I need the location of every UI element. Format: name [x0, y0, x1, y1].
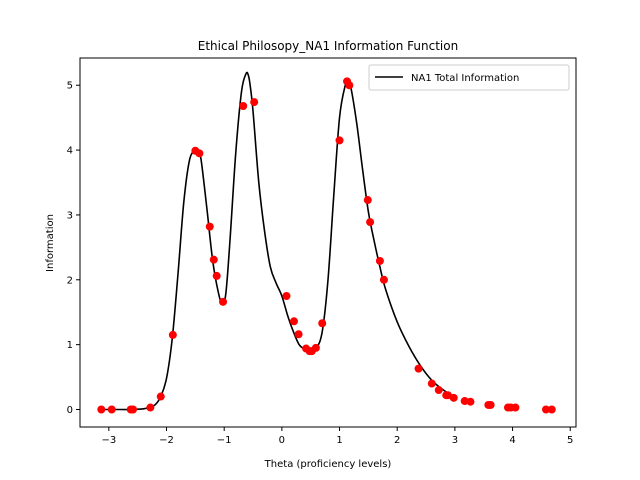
item-point: [318, 319, 327, 328]
item-point: [282, 292, 291, 301]
item-point: [97, 405, 106, 414]
item-point: [486, 400, 495, 409]
x-axis-label: Theta (proficiency levels): [264, 459, 392, 470]
x-tick-label: 4: [509, 435, 515, 446]
item-point: [209, 255, 218, 264]
item-point: [239, 101, 248, 110]
x-axis: −3 −2 −1 0 1 2 3 4 5: [101, 427, 573, 446]
item-point: [375, 256, 384, 265]
item-point: [289, 317, 298, 326]
item-point: [212, 271, 221, 280]
y-axis-label: Information: [45, 214, 56, 272]
x-tick-label: 0: [279, 435, 285, 446]
item-point: [335, 136, 344, 145]
item-point: [542, 405, 551, 414]
item-point: [511, 403, 520, 412]
item-point: [345, 81, 354, 90]
item-point: [195, 149, 204, 158]
x-tick-label: −1: [217, 435, 232, 446]
legend: NA1 Total Information: [368, 64, 570, 91]
item-point: [363, 196, 372, 205]
item-point: [156, 392, 165, 401]
item-point: [460, 397, 469, 406]
item-point: [146, 403, 155, 412]
y-tick-label: 3: [67, 210, 73, 221]
x-tick-label: 5: [567, 435, 573, 446]
item-point: [107, 405, 116, 414]
chart-title: Ethical Philosopy_NA1 Information Functi…: [198, 39, 458, 53]
x-tick-label: 3: [452, 435, 458, 446]
x-tick-label: −2: [159, 435, 174, 446]
x-tick-label: 2: [394, 435, 400, 446]
item-point: [168, 330, 177, 339]
y-tick-label: 1: [67, 340, 73, 351]
item-point: [414, 364, 423, 373]
item-point: [205, 222, 214, 231]
x-tick-label: −3: [101, 435, 116, 446]
item-point: [294, 330, 303, 339]
y-tick-label: 2: [67, 275, 73, 286]
total-information-line: [102, 71, 456, 411]
item-point: [219, 297, 228, 306]
plot-area: [79, 57, 577, 428]
y-axis: 0 1 2 3 4 5: [67, 81, 80, 416]
item-point: [250, 98, 259, 107]
item-point: [449, 393, 458, 402]
item-point: [466, 397, 475, 406]
item-point: [434, 386, 443, 395]
line-layer: [102, 71, 456, 411]
item-point: [311, 343, 320, 352]
scatter-layer: [97, 77, 556, 414]
y-tick-label: 0: [67, 405, 73, 416]
legend-label: NA1 Total Information: [411, 73, 519, 84]
item-point: [547, 405, 556, 414]
item-point: [129, 405, 138, 414]
y-tick-label: 5: [67, 81, 73, 92]
legend-box: [368, 64, 570, 91]
item-point: [379, 275, 388, 284]
x-tick-label: 1: [336, 435, 342, 446]
item-point: [427, 379, 436, 388]
item-point: [366, 218, 375, 227]
plot-frame: [79, 57, 577, 428]
y-tick-label: 4: [67, 146, 73, 157]
